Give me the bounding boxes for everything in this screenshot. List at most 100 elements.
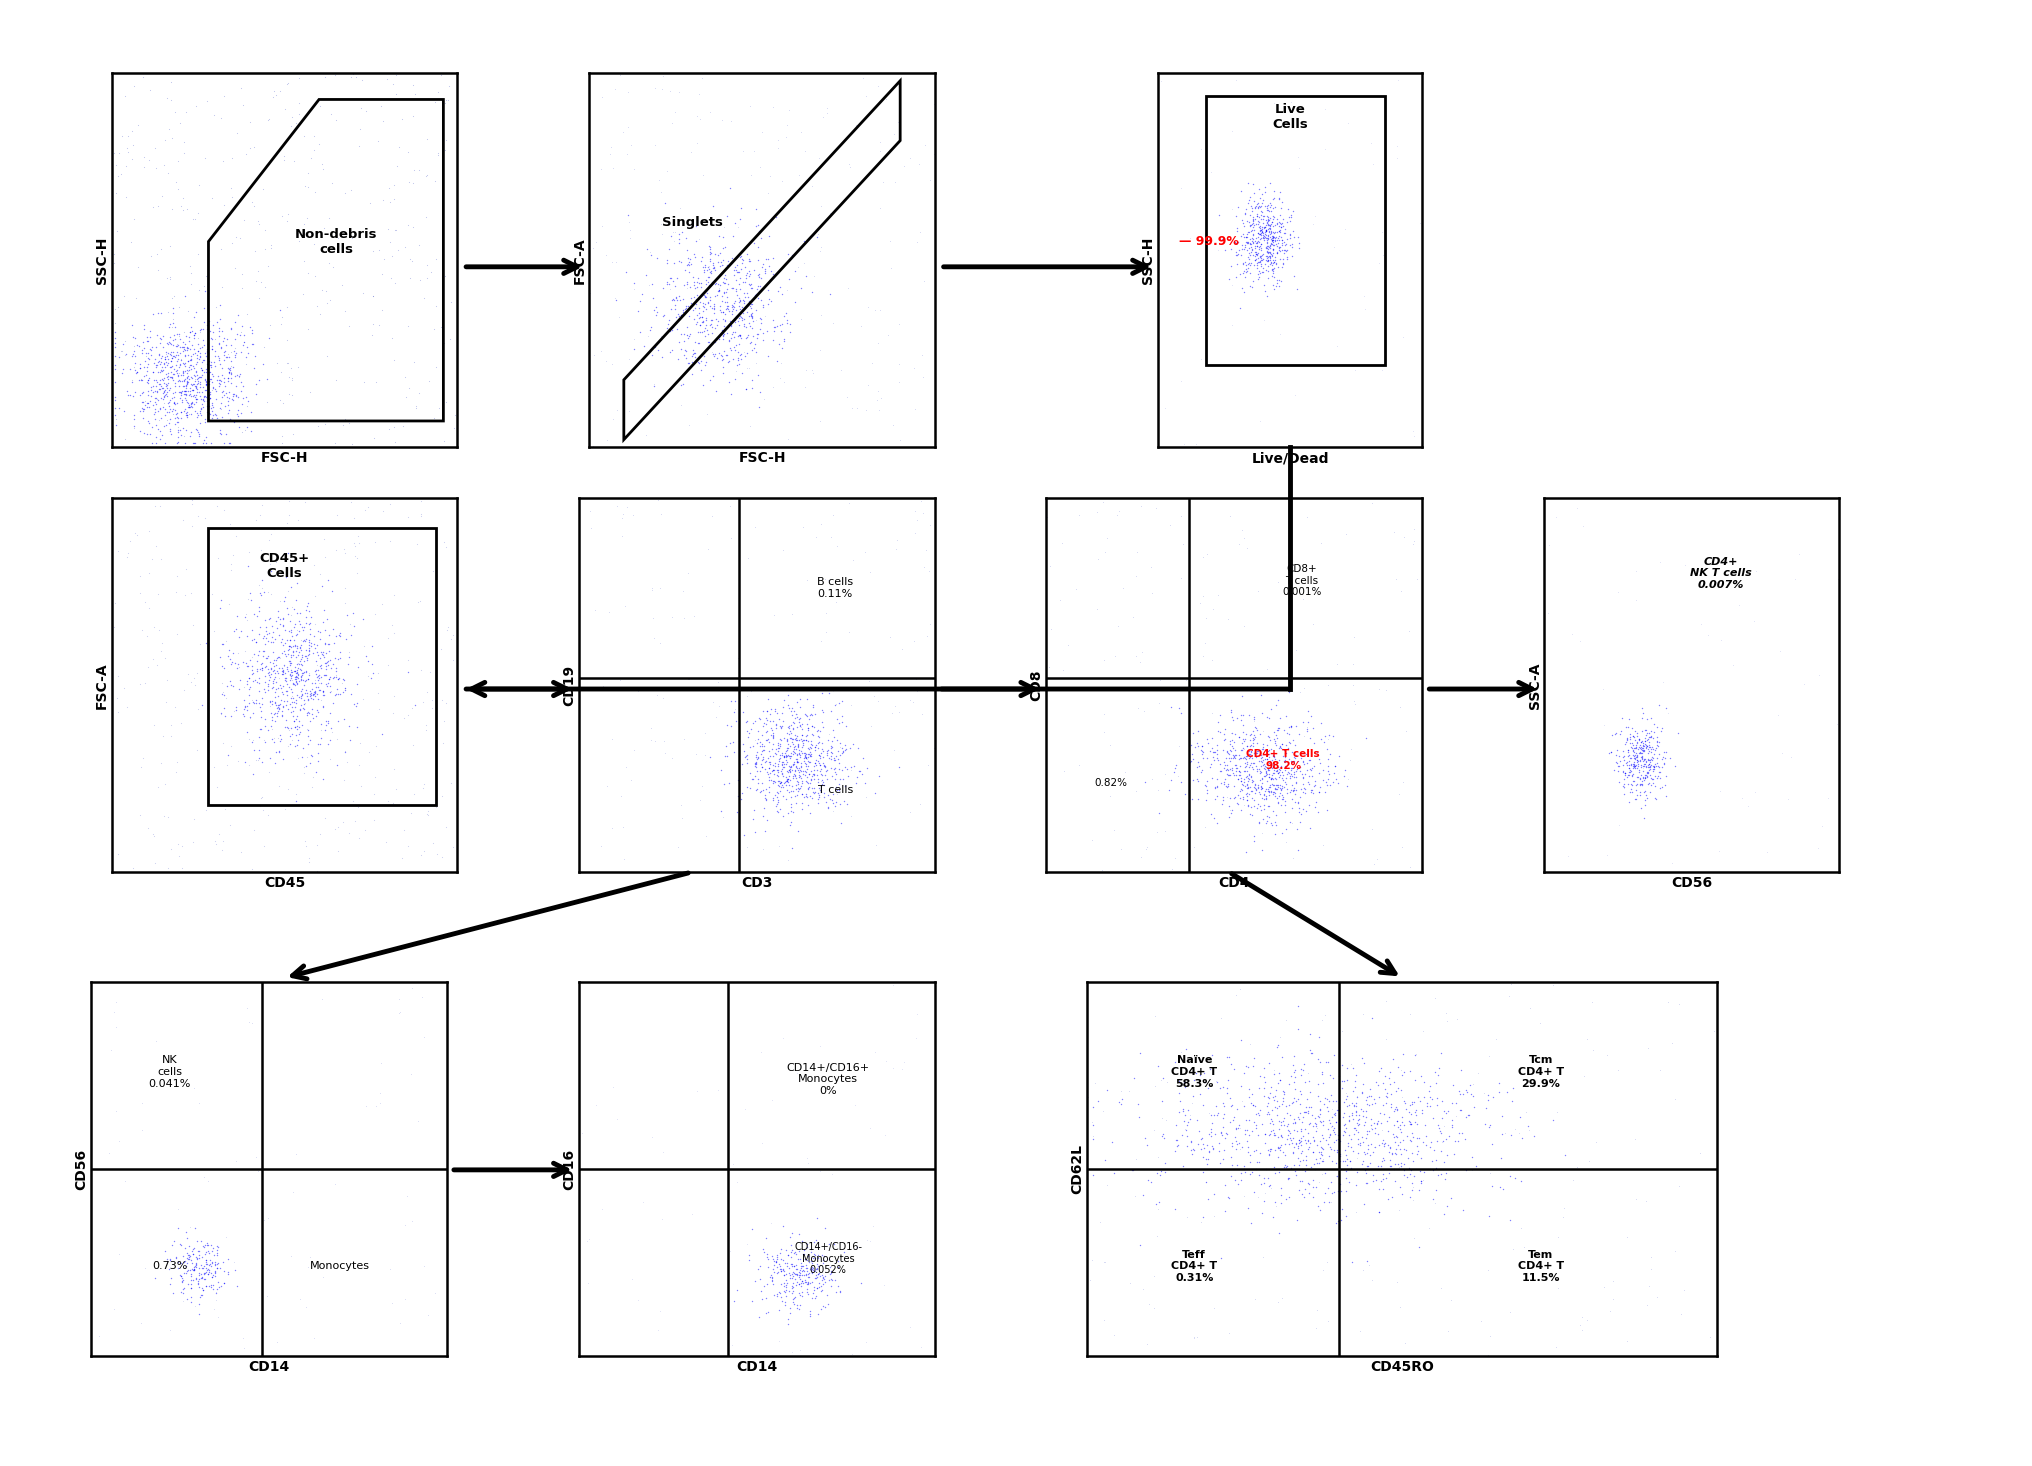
Point — [1396, 1177, 1428, 1201]
Point — [1233, 189, 1266, 213]
Point — [1398, 424, 1431, 447]
Point — [1624, 773, 1656, 796]
Point — [187, 358, 219, 381]
Point — [289, 660, 321, 683]
Point — [1170, 668, 1203, 692]
Point — [1611, 1330, 1644, 1353]
Point — [1613, 749, 1646, 773]
Point — [284, 629, 317, 652]
Point — [681, 283, 713, 306]
Point — [1185, 1127, 1217, 1151]
Point — [163, 415, 195, 438]
Point — [1404, 211, 1437, 235]
Point — [1089, 1148, 1122, 1171]
Point — [1185, 1211, 1217, 1234]
Point — [1327, 1123, 1359, 1146]
Point — [150, 1248, 183, 1271]
Point — [347, 371, 380, 394]
Point — [677, 299, 709, 323]
Point — [1276, 846, 1309, 869]
Point — [805, 1160, 837, 1183]
Point — [1158, 846, 1191, 869]
Point — [744, 1255, 776, 1278]
Point — [150, 86, 183, 110]
Point — [740, 340, 772, 364]
Point — [746, 724, 778, 748]
Point — [1626, 696, 1658, 720]
Point — [723, 343, 756, 366]
Point — [1636, 746, 1668, 770]
Point — [717, 730, 750, 754]
Point — [356, 312, 388, 336]
Point — [575, 498, 608, 522]
Point — [693, 235, 725, 258]
Point — [776, 1290, 809, 1314]
Point — [1266, 786, 1298, 809]
Point — [282, 670, 315, 693]
Point — [254, 714, 287, 737]
Point — [224, 655, 256, 679]
Point — [1258, 226, 1290, 249]
Point — [1349, 727, 1382, 751]
Point — [169, 386, 201, 409]
Point — [642, 488, 675, 512]
Point — [1400, 1042, 1433, 1066]
Point — [695, 504, 727, 528]
Point — [120, 286, 152, 309]
Point — [185, 317, 217, 340]
Point — [819, 748, 851, 771]
Point — [1254, 208, 1286, 232]
Point — [1223, 746, 1256, 770]
Point — [1231, 208, 1264, 232]
Point — [746, 742, 778, 765]
Point — [1305, 1146, 1337, 1170]
Point — [173, 328, 205, 352]
Point — [1264, 216, 1296, 239]
Point — [772, 267, 805, 290]
Point — [126, 397, 158, 421]
Point — [1303, 780, 1335, 803]
Point — [1219, 754, 1252, 777]
Point — [727, 732, 760, 755]
Point — [864, 139, 896, 163]
Point — [195, 1252, 228, 1275]
Point — [1451, 1104, 1483, 1127]
Point — [1262, 268, 1294, 292]
Point — [1278, 384, 1311, 408]
Point — [154, 353, 187, 377]
Point — [370, 831, 402, 855]
Point — [1317, 761, 1349, 784]
Point — [732, 685, 764, 708]
Point — [193, 383, 226, 406]
Point — [628, 334, 660, 358]
Point — [272, 490, 305, 513]
Point — [354, 740, 386, 764]
Point — [396, 1209, 429, 1233]
Point — [309, 598, 341, 622]
Point — [1231, 232, 1264, 255]
Point — [156, 381, 189, 405]
Point — [782, 780, 815, 803]
Point — [1120, 645, 1152, 668]
Point — [1242, 251, 1274, 274]
Point — [1215, 705, 1248, 729]
Point — [1244, 216, 1276, 239]
Point — [309, 216, 341, 239]
Point — [882, 701, 914, 724]
Point — [660, 317, 693, 340]
Point — [727, 306, 760, 330]
Point — [246, 784, 278, 808]
Point — [185, 342, 217, 365]
Point — [1246, 237, 1278, 261]
Point — [112, 380, 144, 403]
Point — [1357, 1135, 1390, 1158]
Point — [272, 649, 305, 673]
Point — [673, 413, 705, 437]
Point — [152, 347, 185, 371]
Point — [717, 1152, 750, 1176]
Point — [760, 314, 792, 337]
Point — [1250, 748, 1282, 771]
Point — [734, 262, 766, 286]
Point — [746, 755, 778, 778]
Point — [585, 214, 618, 237]
